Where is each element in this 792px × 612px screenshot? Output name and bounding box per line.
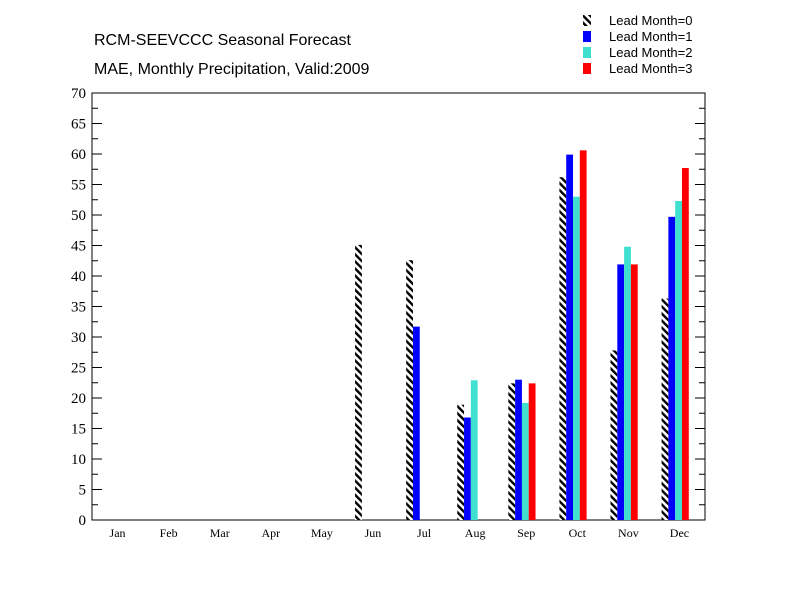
y-tick-label: 20 xyxy=(71,391,86,407)
bar xyxy=(617,264,625,520)
x-tick-label: Dec xyxy=(670,526,689,540)
chart-title: RCM-SEEVCCC Seasonal Forecast xyxy=(94,32,352,49)
bar xyxy=(521,402,529,520)
legend-label: Lead Month=3 xyxy=(609,61,692,76)
bar xyxy=(470,380,478,520)
bar xyxy=(457,404,465,520)
x-tick-label: Mar xyxy=(210,526,230,540)
y-tick-label: 45 xyxy=(71,239,86,255)
y-tick-label: 65 xyxy=(71,117,86,133)
x-axis: Jan Feb Mar Apr May Jun Jul Aug Sep Oct Nov Dec xyxy=(110,526,690,540)
y-tick-label: 60 xyxy=(71,147,86,163)
bar xyxy=(668,216,676,520)
x-tick-label: May xyxy=(311,526,333,540)
y-tick-label: 70 xyxy=(71,86,86,102)
bar xyxy=(508,383,516,520)
bar xyxy=(630,264,638,520)
y-tick-label: 30 xyxy=(71,330,86,346)
y-tick-label: 5 xyxy=(79,483,87,499)
bars xyxy=(355,150,689,521)
legend-label: Lead Month=0 xyxy=(609,13,692,28)
legend-swatch xyxy=(583,15,591,26)
y-tick-label: 0 xyxy=(79,513,87,529)
x-tick-label: Aug xyxy=(465,526,486,540)
x-tick-label: Jul xyxy=(417,526,432,540)
legend-swatch xyxy=(583,63,591,74)
y-tick-label: 15 xyxy=(71,422,86,438)
y-tick-label: 25 xyxy=(71,361,86,377)
bar xyxy=(573,196,580,520)
y-axis: 0 5 10 15 20 25 30 35 40 45 50 55 60 65 70 xyxy=(71,86,705,529)
bar xyxy=(528,383,536,520)
legend-label: Lead Month=2 xyxy=(609,45,692,60)
bar xyxy=(406,260,413,520)
x-tick-label: Sep xyxy=(517,526,535,540)
bar xyxy=(675,200,682,520)
bar xyxy=(566,154,574,521)
chart-subtitle: MAE, Monthly Precipitation, Valid:2009 xyxy=(94,61,370,78)
x-tick-label: Oct xyxy=(569,526,587,540)
y-tick-label: 35 xyxy=(71,300,86,316)
bar xyxy=(355,244,362,520)
x-tick-label: Nov xyxy=(618,526,639,540)
legend-swatch xyxy=(583,47,591,58)
bar xyxy=(610,350,618,520)
x-tick-label: Jun xyxy=(365,526,382,540)
legend-label: Lead Month=1 xyxy=(609,29,692,44)
y-tick-label: 50 xyxy=(71,208,86,224)
x-tick-label: Jan xyxy=(110,526,126,540)
bar xyxy=(412,326,420,520)
bar xyxy=(464,417,471,520)
bar xyxy=(661,298,669,520)
bar xyxy=(624,246,631,520)
legend-swatch xyxy=(583,31,591,42)
y-tick-label: 40 xyxy=(71,269,86,285)
x-tick-label: Apr xyxy=(261,526,280,540)
x-tick-label: Feb xyxy=(160,526,178,540)
y-tick-label: 10 xyxy=(71,452,86,468)
y-tick-label: 55 xyxy=(71,178,86,194)
bar xyxy=(559,177,567,520)
bar xyxy=(681,168,689,520)
bar xyxy=(515,379,522,520)
bar xyxy=(579,150,587,520)
